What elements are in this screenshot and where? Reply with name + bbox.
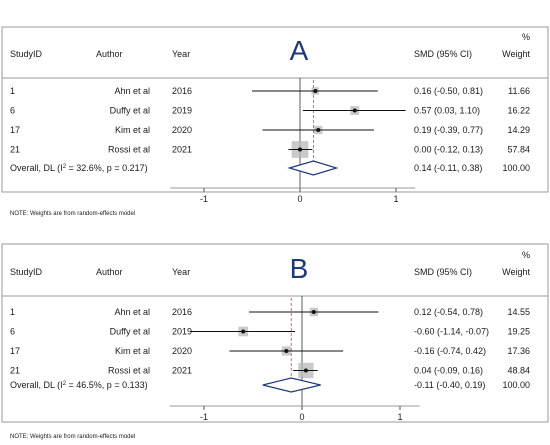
x-tick-label: -1 bbox=[200, 194, 208, 204]
study-author: Ahn et al bbox=[114, 307, 150, 317]
panel-letter: B bbox=[290, 253, 309, 284]
overall-weight: 100.00 bbox=[502, 380, 530, 390]
x-tick-label: 1 bbox=[393, 194, 398, 204]
panel-letter: A bbox=[290, 35, 309, 66]
study-smd-ci: -0.16 (-0.74, 0.42) bbox=[414, 346, 486, 356]
weights-note: NOTE: Weights are from random-effects mo… bbox=[10, 211, 135, 217]
header-year: Year bbox=[172, 267, 190, 277]
header-weight: Weight bbox=[502, 267, 530, 277]
overall-label: Overall, DL (I2 = 32.6%, p = 0.217) bbox=[10, 163, 148, 173]
header-weight: Weight bbox=[502, 49, 530, 59]
header-year: Year bbox=[172, 49, 190, 59]
study-point-estimate bbox=[241, 329, 246, 334]
study-point-estimate bbox=[303, 368, 308, 373]
header-weight-unit: % bbox=[522, 250, 530, 260]
study-year: 2020 bbox=[172, 125, 192, 135]
study-smd-ci: 0.16 (-0.50, 0.81) bbox=[414, 86, 483, 96]
study-smd-ci: -0.60 (-1.14, -0.07) bbox=[414, 327, 489, 337]
overall-weight: 100.00 bbox=[502, 163, 530, 173]
study-id: 21 bbox=[10, 366, 20, 376]
header-author: Author bbox=[96, 49, 123, 59]
study-weight: 14.29 bbox=[507, 125, 530, 135]
study-year: 2021 bbox=[172, 145, 192, 155]
study-author: Duffy et al bbox=[110, 106, 150, 116]
header-weight-unit: % bbox=[522, 32, 530, 42]
study-smd-ci: 0.04 (-0.09, 0.16) bbox=[414, 366, 483, 376]
study-point-estimate bbox=[298, 147, 302, 152]
study-id: 6 bbox=[10, 106, 15, 116]
study-id: 21 bbox=[10, 145, 20, 155]
study-id: 17 bbox=[10, 125, 20, 135]
study-author: Kim et al bbox=[115, 346, 150, 356]
study-weight: 11.66 bbox=[508, 86, 530, 96]
study-point-estimate bbox=[352, 108, 357, 113]
study-year: 2019 bbox=[172, 327, 192, 337]
x-tick-label: 1 bbox=[397, 412, 402, 422]
panel-frame bbox=[1, 243, 549, 423]
study-smd-ci: 0.57 (0.03, 1.10) bbox=[414, 106, 480, 116]
study-author: Rossi et al bbox=[108, 366, 150, 376]
study-id: 1 bbox=[10, 86, 15, 96]
overall-diamond bbox=[287, 160, 339, 176]
header-author: Author bbox=[96, 267, 123, 277]
study-author: Ahn et al bbox=[114, 86, 150, 96]
x-tick-label: 0 bbox=[299, 412, 304, 422]
weights-note: NOTE: Weights are from random-effects mo… bbox=[10, 434, 135, 440]
study-weight: 19.25 bbox=[507, 327, 530, 337]
study-year: 2016 bbox=[172, 307, 192, 317]
study-weight: 16.22 bbox=[507, 106, 530, 116]
overall-label: Overall, DL (I2 = 46.5%, p = 0.133) bbox=[10, 380, 148, 390]
study-weight: 14.55 bbox=[507, 307, 530, 317]
study-year: 2016 bbox=[172, 86, 192, 96]
study-point-estimate bbox=[313, 89, 318, 93]
study-point-estimate bbox=[316, 128, 321, 132]
header-study-id: StudyID bbox=[10, 49, 43, 59]
study-year: 2019 bbox=[172, 106, 192, 116]
overall-diamond bbox=[262, 377, 321, 393]
study-smd-ci: 0.00 (-0.12, 0.13) bbox=[414, 145, 483, 155]
x-tick-label: -1 bbox=[200, 412, 208, 422]
study-author: Duffy et al bbox=[110, 327, 150, 337]
header-smd-ci: SMD (95% CI) bbox=[414, 49, 472, 59]
study-weight: 57.84 bbox=[507, 145, 530, 155]
study-year: 2021 bbox=[172, 366, 192, 376]
study-author: Kim et al bbox=[115, 125, 150, 135]
study-weight: 48.84 bbox=[507, 366, 530, 376]
study-year: 2020 bbox=[172, 346, 192, 356]
study-id: 17 bbox=[10, 346, 20, 356]
study-smd-ci: 0.19 (-0.39, 0.77) bbox=[414, 125, 483, 135]
overall-smd-ci: 0.14 (-0.11, 0.38) bbox=[414, 163, 482, 173]
overall-smd-ci: -0.11 (-0.40, 0.19) bbox=[414, 380, 485, 390]
study-point-estimate bbox=[284, 349, 289, 353]
panel-frame bbox=[1, 26, 549, 193]
study-smd-ci: 0.12 (-0.54, 0.78) bbox=[414, 307, 483, 317]
header-smd-ci: SMD (95% CI) bbox=[414, 267, 472, 277]
header-study-id: StudyID bbox=[10, 267, 43, 277]
study-author: Rossi et al bbox=[108, 145, 150, 155]
forest-plot-a: StudyID Author Year SMD (95% CI)% Weight A 1 Ah… bbox=[1, 26, 549, 217]
study-id: 6 bbox=[10, 327, 15, 337]
study-id: 1 bbox=[10, 307, 15, 317]
forest-plot-b: StudyID Author Year SMD (95% CI)% Weight B 1 Ah… bbox=[1, 243, 549, 440]
study-point-estimate bbox=[311, 310, 316, 314]
x-tick-label: 0 bbox=[297, 194, 302, 204]
study-weight: 17.36 bbox=[507, 346, 530, 356]
